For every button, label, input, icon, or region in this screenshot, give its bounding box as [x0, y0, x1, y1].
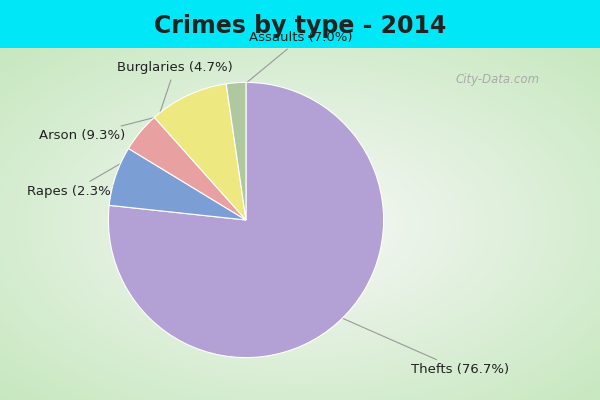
Text: City-Data.com: City-Data.com — [456, 74, 540, 86]
Wedge shape — [154, 84, 246, 220]
Wedge shape — [109, 148, 246, 220]
Wedge shape — [128, 117, 246, 220]
Wedge shape — [226, 82, 246, 220]
Wedge shape — [109, 82, 383, 358]
Text: Rapes (2.3%): Rapes (2.3%) — [27, 98, 235, 198]
Text: Crimes by type - 2014: Crimes by type - 2014 — [154, 14, 446, 38]
Text: Arson (9.3%): Arson (9.3%) — [39, 108, 191, 142]
Text: Assaults (7.0%): Assaults (7.0%) — [131, 32, 353, 178]
Text: Thefts (76.7%): Thefts (76.7%) — [331, 314, 509, 376]
Text: Burglaries (4.7%): Burglaries (4.7%) — [117, 62, 233, 138]
